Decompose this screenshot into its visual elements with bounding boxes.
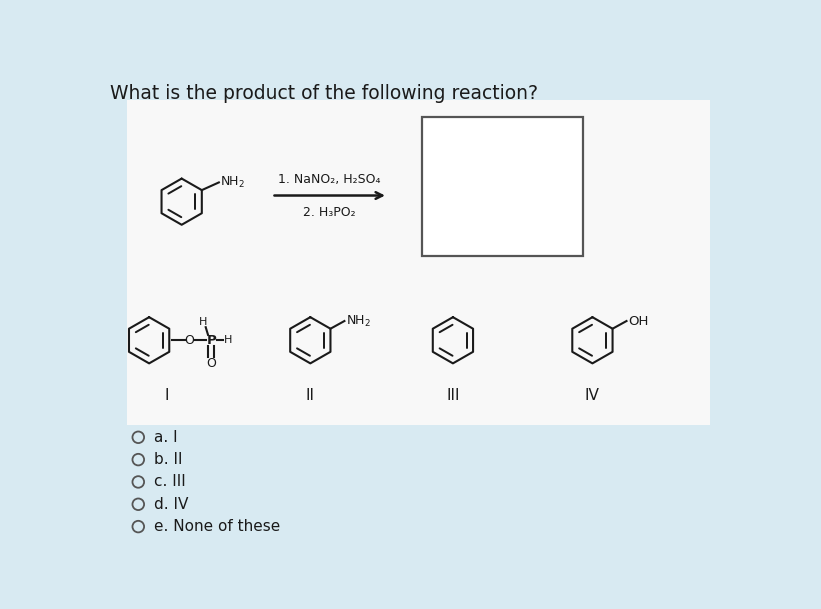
- Text: b. II: b. II: [154, 452, 182, 467]
- Text: 1. NaNO₂, H₂SO₄: 1. NaNO₂, H₂SO₄: [278, 172, 381, 186]
- Text: a. I: a. I: [154, 430, 177, 445]
- Text: I: I: [165, 388, 169, 403]
- Text: e. None of these: e. None of these: [154, 519, 280, 534]
- Bar: [127, 100, 710, 425]
- Text: NH$_2$: NH$_2$: [346, 314, 371, 329]
- Text: OH: OH: [628, 314, 649, 328]
- Text: c. III: c. III: [154, 474, 186, 490]
- Text: P: P: [206, 334, 216, 347]
- Text: O: O: [185, 334, 195, 347]
- Text: H: H: [224, 336, 232, 345]
- Text: II: II: [306, 388, 314, 403]
- Text: 2. H₃PO₂: 2. H₃PO₂: [304, 205, 356, 219]
- Text: O: O: [206, 357, 216, 370]
- Text: IV: IV: [585, 388, 600, 403]
- Text: NH$_2$: NH$_2$: [220, 175, 245, 190]
- Text: III: III: [446, 388, 460, 403]
- Text: d. IV: d. IV: [154, 497, 188, 512]
- Text: H: H: [200, 317, 208, 327]
- Text: What is the product of the following reaction?: What is the product of the following rea…: [110, 84, 539, 103]
- Bar: [422, 117, 583, 256]
